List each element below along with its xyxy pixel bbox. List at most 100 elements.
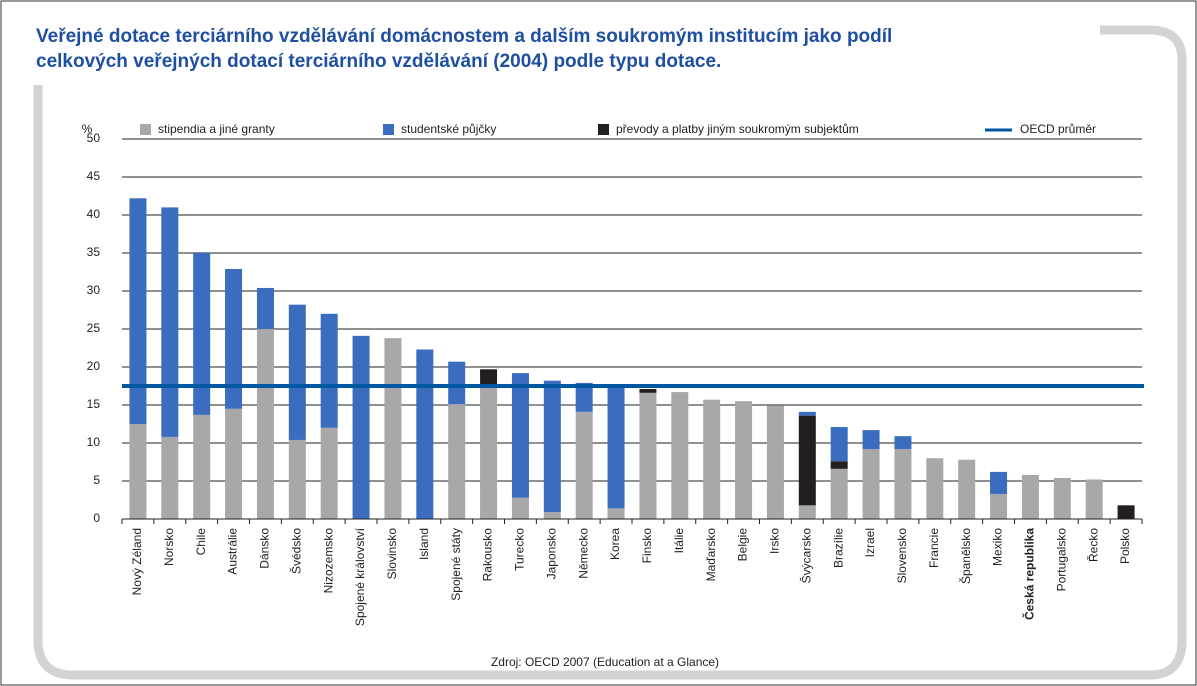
y-tick-label: 25 xyxy=(87,321,101,335)
bar-segment xyxy=(798,411,816,416)
bar-segment xyxy=(830,468,848,519)
bar-segment xyxy=(862,430,880,450)
y-tick-label: 30 xyxy=(87,283,101,297)
bar-segment xyxy=(129,424,147,519)
chart-title: celkových veřejných dotací terciárního v… xyxy=(36,51,721,72)
bar-segment xyxy=(671,392,689,519)
bar-segment xyxy=(990,493,1008,519)
bar-segment xyxy=(352,335,370,519)
bar-segment xyxy=(1117,505,1135,519)
x-tick-label: Řecko xyxy=(1085,528,1100,562)
bar-segment xyxy=(1085,479,1103,519)
bar-segment xyxy=(511,497,529,519)
y-tick-label: 0 xyxy=(93,511,100,525)
x-tick-label: Nizozemsko xyxy=(321,528,335,594)
bar-segment xyxy=(894,436,912,450)
legend-swatch xyxy=(383,124,394,135)
legend-label: převody a platby jiným soukromým subjekt… xyxy=(616,122,859,136)
bar-segment xyxy=(575,382,593,412)
x-tick-label: Španělsko xyxy=(958,528,973,584)
bar-segment xyxy=(830,427,848,462)
bar-segment xyxy=(639,389,657,393)
bar-segment xyxy=(193,253,211,415)
y-unit: % xyxy=(82,122,93,136)
bar-segment xyxy=(607,508,625,519)
bar-segment xyxy=(320,313,338,428)
bar-segment xyxy=(990,471,1008,494)
x-tick-label: Mexiko xyxy=(991,528,1005,566)
bar-segment xyxy=(798,505,816,519)
legend-swatch xyxy=(598,124,609,135)
bar-segment xyxy=(511,373,529,498)
bar-segment xyxy=(958,459,976,519)
x-tick-label: Austrálie xyxy=(226,528,240,575)
bar-segment xyxy=(256,287,274,329)
frame xyxy=(33,25,1187,680)
chart-title: Veřejné dotace terciárního vzdělávání do… xyxy=(36,26,892,47)
bar-segment xyxy=(448,361,466,405)
x-tick-label: Slovensko xyxy=(895,528,909,584)
bar-segment xyxy=(894,449,912,519)
bar-segment xyxy=(416,349,434,519)
legend-label: stipendia a jiné granty xyxy=(158,122,275,136)
x-tick-label: Portugalsko xyxy=(1054,528,1068,592)
x-tick-label: Norsko xyxy=(162,528,176,566)
bar-segment xyxy=(161,436,179,519)
x-tick-label: Česká republika xyxy=(1022,528,1037,620)
bar-segment xyxy=(735,401,753,519)
y-tick-label: 45 xyxy=(87,169,101,183)
bar-segment xyxy=(288,304,306,440)
x-tick-label: Francie xyxy=(927,528,941,568)
x-tick-label: Spojené státy xyxy=(449,528,463,601)
x-tick-label: Island xyxy=(417,528,431,560)
x-tick-label: Turecko xyxy=(513,528,527,571)
x-tick-label: Dánsko xyxy=(258,528,272,569)
legend-label: studentské půjčky xyxy=(401,122,496,136)
bar-segment xyxy=(926,458,944,519)
x-tick-label: Maďarsko xyxy=(704,528,718,582)
bar-segment xyxy=(448,404,466,519)
bar-segment xyxy=(256,329,274,519)
legend-label: OECD průměr xyxy=(1020,122,1096,136)
x-tick-label: Irsko xyxy=(768,528,782,554)
bar-segment xyxy=(830,461,848,469)
x-tick-label: Polsko xyxy=(1118,528,1132,564)
bar-segment xyxy=(384,338,402,519)
x-tick-label: Brazílie xyxy=(831,528,845,568)
bar-segment xyxy=(480,369,498,387)
x-tick-label: Spojené království xyxy=(353,527,367,626)
y-tick-label: 40 xyxy=(87,207,101,221)
bar-segment xyxy=(575,411,593,519)
x-tick-label: Izrael xyxy=(863,528,877,557)
bar-segment xyxy=(225,268,243,409)
bar-segment xyxy=(862,449,880,519)
y-tick-label: 35 xyxy=(87,245,101,259)
bar-segment xyxy=(543,512,561,519)
legend-swatch xyxy=(140,124,151,135)
bar-segment xyxy=(480,386,498,519)
x-tick-label: Švédsko xyxy=(288,528,303,574)
bar-segment xyxy=(161,207,179,437)
y-tick-label: 50 xyxy=(87,131,101,145)
bar-segment xyxy=(766,405,784,519)
bar-segment xyxy=(1021,474,1039,519)
bar-segment xyxy=(607,385,625,509)
x-tick-label: Německo xyxy=(576,528,590,579)
bar-segment xyxy=(193,414,211,519)
bar-segment xyxy=(798,415,816,506)
bar-segment xyxy=(703,399,721,519)
bar-segment xyxy=(320,427,338,519)
x-tick-label: Rakousko xyxy=(481,528,495,582)
bar-segment xyxy=(639,392,657,519)
x-tick-label: Švýcarsko xyxy=(798,528,813,584)
x-tick-label: Itálie xyxy=(672,528,686,554)
bar-segment xyxy=(225,408,243,519)
bar-segment xyxy=(543,380,561,513)
y-tick-label: 5 xyxy=(93,473,100,487)
x-tick-label: Japonsko xyxy=(544,528,558,580)
source: Zdroj: OECD 2007 (Education at a Glance) xyxy=(491,655,719,669)
x-tick-label: Korea xyxy=(608,528,622,560)
bar-segment xyxy=(288,439,306,519)
